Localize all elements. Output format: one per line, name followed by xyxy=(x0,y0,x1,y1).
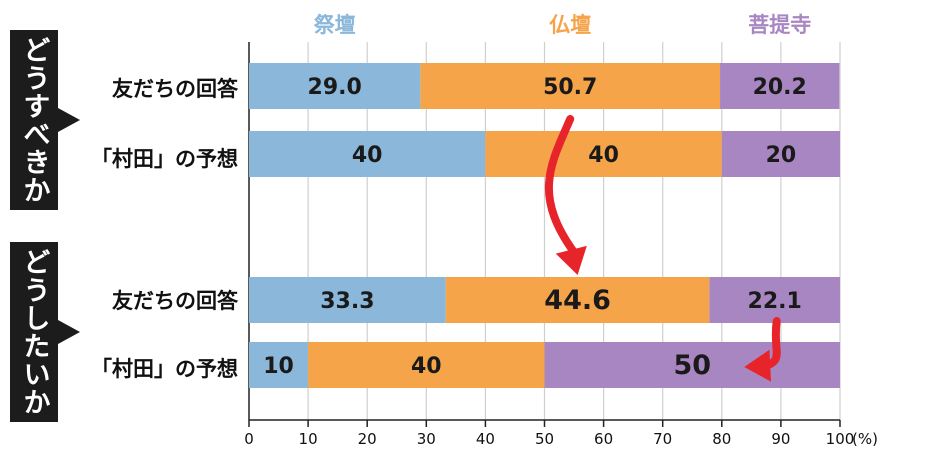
category-label: 「村田」の予想 xyxy=(91,147,238,171)
bar-segment xyxy=(720,63,840,109)
category-label: 「村田」の予想 xyxy=(91,357,238,381)
legend-label: 菩提寺 xyxy=(748,13,811,37)
bar-segment xyxy=(445,277,710,323)
x-tick-label: 10 xyxy=(299,430,318,448)
bar-segment xyxy=(249,342,309,388)
x-tick-label: 30 xyxy=(417,430,436,448)
bar-segment xyxy=(249,63,421,109)
x-tick-label: 90 xyxy=(771,430,790,448)
bar-segment xyxy=(308,342,545,388)
x-tick-label: 100 xyxy=(826,430,855,448)
arrow-layer xyxy=(544,115,781,382)
category-label: 友だちの回答 xyxy=(112,289,238,313)
bar-layer: 29.0 50.7 20.2 40 40 20 33.3 44.6 22.1 10 40 50 xyxy=(249,63,840,388)
group-label: どうしたいか xyxy=(18,248,50,416)
bar-segment xyxy=(709,277,840,323)
legend-label: 仏壇 xyxy=(549,13,591,37)
x-tick-label: 40 xyxy=(476,430,495,448)
group-label: どうすべきか xyxy=(18,36,50,204)
x-tick-label: 0 xyxy=(244,430,254,448)
x-axis-unit: (%) xyxy=(852,430,878,448)
data-label: 50.7 xyxy=(543,75,597,100)
data-label: 20.2 xyxy=(753,75,807,100)
data-label: 20 xyxy=(766,143,797,168)
x-tick-label: 80 xyxy=(712,430,731,448)
category-label: 友だちの回答 xyxy=(112,77,238,101)
annotation-arrowhead xyxy=(744,349,772,382)
annotation-arrowhead xyxy=(555,245,587,275)
x-tick-label: 60 xyxy=(594,430,613,448)
data-label: 40 xyxy=(588,143,619,168)
data-label: 50 xyxy=(673,350,711,381)
data-label: 10 xyxy=(263,354,294,379)
bar-segment xyxy=(420,63,721,109)
bar-segment xyxy=(485,131,722,177)
data-label: 40 xyxy=(411,354,442,379)
x-tick-label: 70 xyxy=(653,430,672,448)
bar-segment xyxy=(249,277,446,323)
bar-segment xyxy=(544,342,840,388)
group-label-tab: どうすべきか xyxy=(10,30,80,210)
x-tick-label: 20 xyxy=(358,430,377,448)
bar-segment xyxy=(249,131,486,177)
bar-segment xyxy=(721,131,840,177)
legend-label: 祭壇 xyxy=(313,13,356,37)
data-label: 40 xyxy=(352,143,383,168)
group-label-tab: どうしたいか xyxy=(10,242,80,422)
data-label: 22.1 xyxy=(748,289,802,314)
x-tick-label: 50 xyxy=(535,430,554,448)
legend-layer: 祭壇 仏壇 菩提寺 xyxy=(313,13,812,37)
annotation-arrow xyxy=(544,115,579,257)
data-label: 33.3 xyxy=(320,289,374,314)
data-label: 44.6 xyxy=(544,285,611,316)
data-label: 29.0 xyxy=(308,75,362,100)
